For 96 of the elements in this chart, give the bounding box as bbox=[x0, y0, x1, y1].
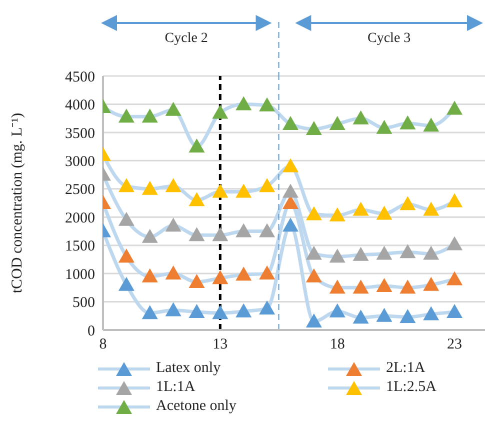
point bbox=[236, 184, 252, 198]
point bbox=[329, 303, 346, 318]
point bbox=[118, 178, 134, 192]
y-tick-label: 2500 bbox=[65, 182, 95, 198]
point bbox=[446, 193, 463, 208]
y-tick-label: 4500 bbox=[65, 69, 95, 86]
point bbox=[212, 104, 228, 119]
point bbox=[188, 227, 205, 242]
point bbox=[446, 271, 463, 286]
point bbox=[400, 244, 416, 258]
point bbox=[329, 280, 346, 294]
point bbox=[188, 304, 205, 318]
legend-label: 1L:2.5A bbox=[386, 379, 436, 396]
point bbox=[423, 118, 440, 132]
point bbox=[142, 108, 158, 123]
legend-label: Acetone only bbox=[156, 398, 236, 415]
point bbox=[352, 280, 369, 294]
point bbox=[142, 228, 158, 243]
y-tick-label: 2000 bbox=[65, 210, 95, 226]
y-tick-label: 4000 bbox=[65, 98, 95, 114]
point bbox=[165, 266, 182, 280]
point bbox=[329, 248, 346, 263]
point bbox=[282, 184, 298, 198]
point bbox=[352, 310, 369, 324]
point bbox=[259, 300, 276, 315]
point bbox=[306, 246, 322, 260]
point bbox=[400, 196, 416, 210]
text: Cycle 3 bbox=[368, 31, 411, 46]
point bbox=[259, 178, 276, 192]
point bbox=[376, 120, 392, 134]
point bbox=[236, 303, 252, 318]
y-tick-label: 500 bbox=[72, 295, 95, 312]
point bbox=[376, 278, 392, 292]
legend-label: 2L:1A bbox=[386, 360, 426, 377]
point bbox=[400, 280, 416, 294]
point bbox=[352, 202, 369, 216]
y-tick-label: 3000 bbox=[65, 154, 95, 170]
point bbox=[329, 207, 346, 222]
point bbox=[118, 212, 134, 226]
point bbox=[446, 304, 463, 318]
point bbox=[306, 314, 322, 328]
point bbox=[188, 274, 205, 288]
point bbox=[352, 110, 369, 124]
point bbox=[212, 270, 228, 284]
point bbox=[165, 302, 182, 316]
legend-label: 1L:1A bbox=[156, 379, 196, 396]
legend-label: Latex only bbox=[156, 360, 221, 377]
point bbox=[423, 306, 440, 320]
point bbox=[118, 108, 134, 123]
point bbox=[423, 246, 440, 260]
point bbox=[212, 184, 228, 198]
point bbox=[446, 236, 463, 250]
point bbox=[282, 218, 298, 232]
point bbox=[212, 305, 228, 320]
point bbox=[446, 100, 463, 115]
point bbox=[376, 246, 392, 260]
point bbox=[282, 116, 298, 130]
text: Cycle 2 bbox=[164, 31, 208, 46]
point bbox=[306, 121, 322, 136]
point bbox=[142, 180, 158, 195]
y-axis-title: tCOD concentration (mg. L⁻¹) bbox=[9, 112, 26, 294]
point bbox=[118, 248, 134, 263]
point bbox=[165, 178, 182, 192]
x-tick-label: 23 bbox=[447, 336, 462, 353]
point bbox=[423, 202, 440, 216]
point bbox=[236, 96, 252, 110]
y-tick-label: 1000 bbox=[65, 266, 95, 283]
point bbox=[376, 308, 392, 322]
point bbox=[259, 266, 276, 280]
point bbox=[212, 227, 228, 242]
point bbox=[188, 192, 205, 206]
point bbox=[142, 305, 158, 320]
point bbox=[400, 115, 416, 130]
point bbox=[400, 309, 416, 324]
point bbox=[118, 276, 134, 291]
point bbox=[329, 116, 346, 130]
point bbox=[165, 102, 182, 116]
x-tick-label: 18 bbox=[330, 336, 345, 353]
point bbox=[142, 268, 158, 282]
point bbox=[188, 138, 205, 153]
point bbox=[165, 218, 182, 232]
point bbox=[306, 268, 322, 282]
point bbox=[236, 266, 252, 281]
y-tick-label: 3500 bbox=[65, 126, 95, 142]
point bbox=[236, 223, 252, 238]
x-tick-label: 13 bbox=[212, 336, 228, 353]
point bbox=[259, 97, 276, 112]
x-tick-label: 8 bbox=[99, 336, 107, 353]
point bbox=[352, 246, 369, 261]
point bbox=[282, 158, 298, 172]
point bbox=[423, 276, 440, 291]
point bbox=[259, 223, 276, 238]
point bbox=[376, 206, 392, 220]
y-tick-label: 1500 bbox=[65, 238, 95, 255]
point bbox=[306, 206, 322, 220]
y-tick-label: 0 bbox=[88, 323, 95, 340]
